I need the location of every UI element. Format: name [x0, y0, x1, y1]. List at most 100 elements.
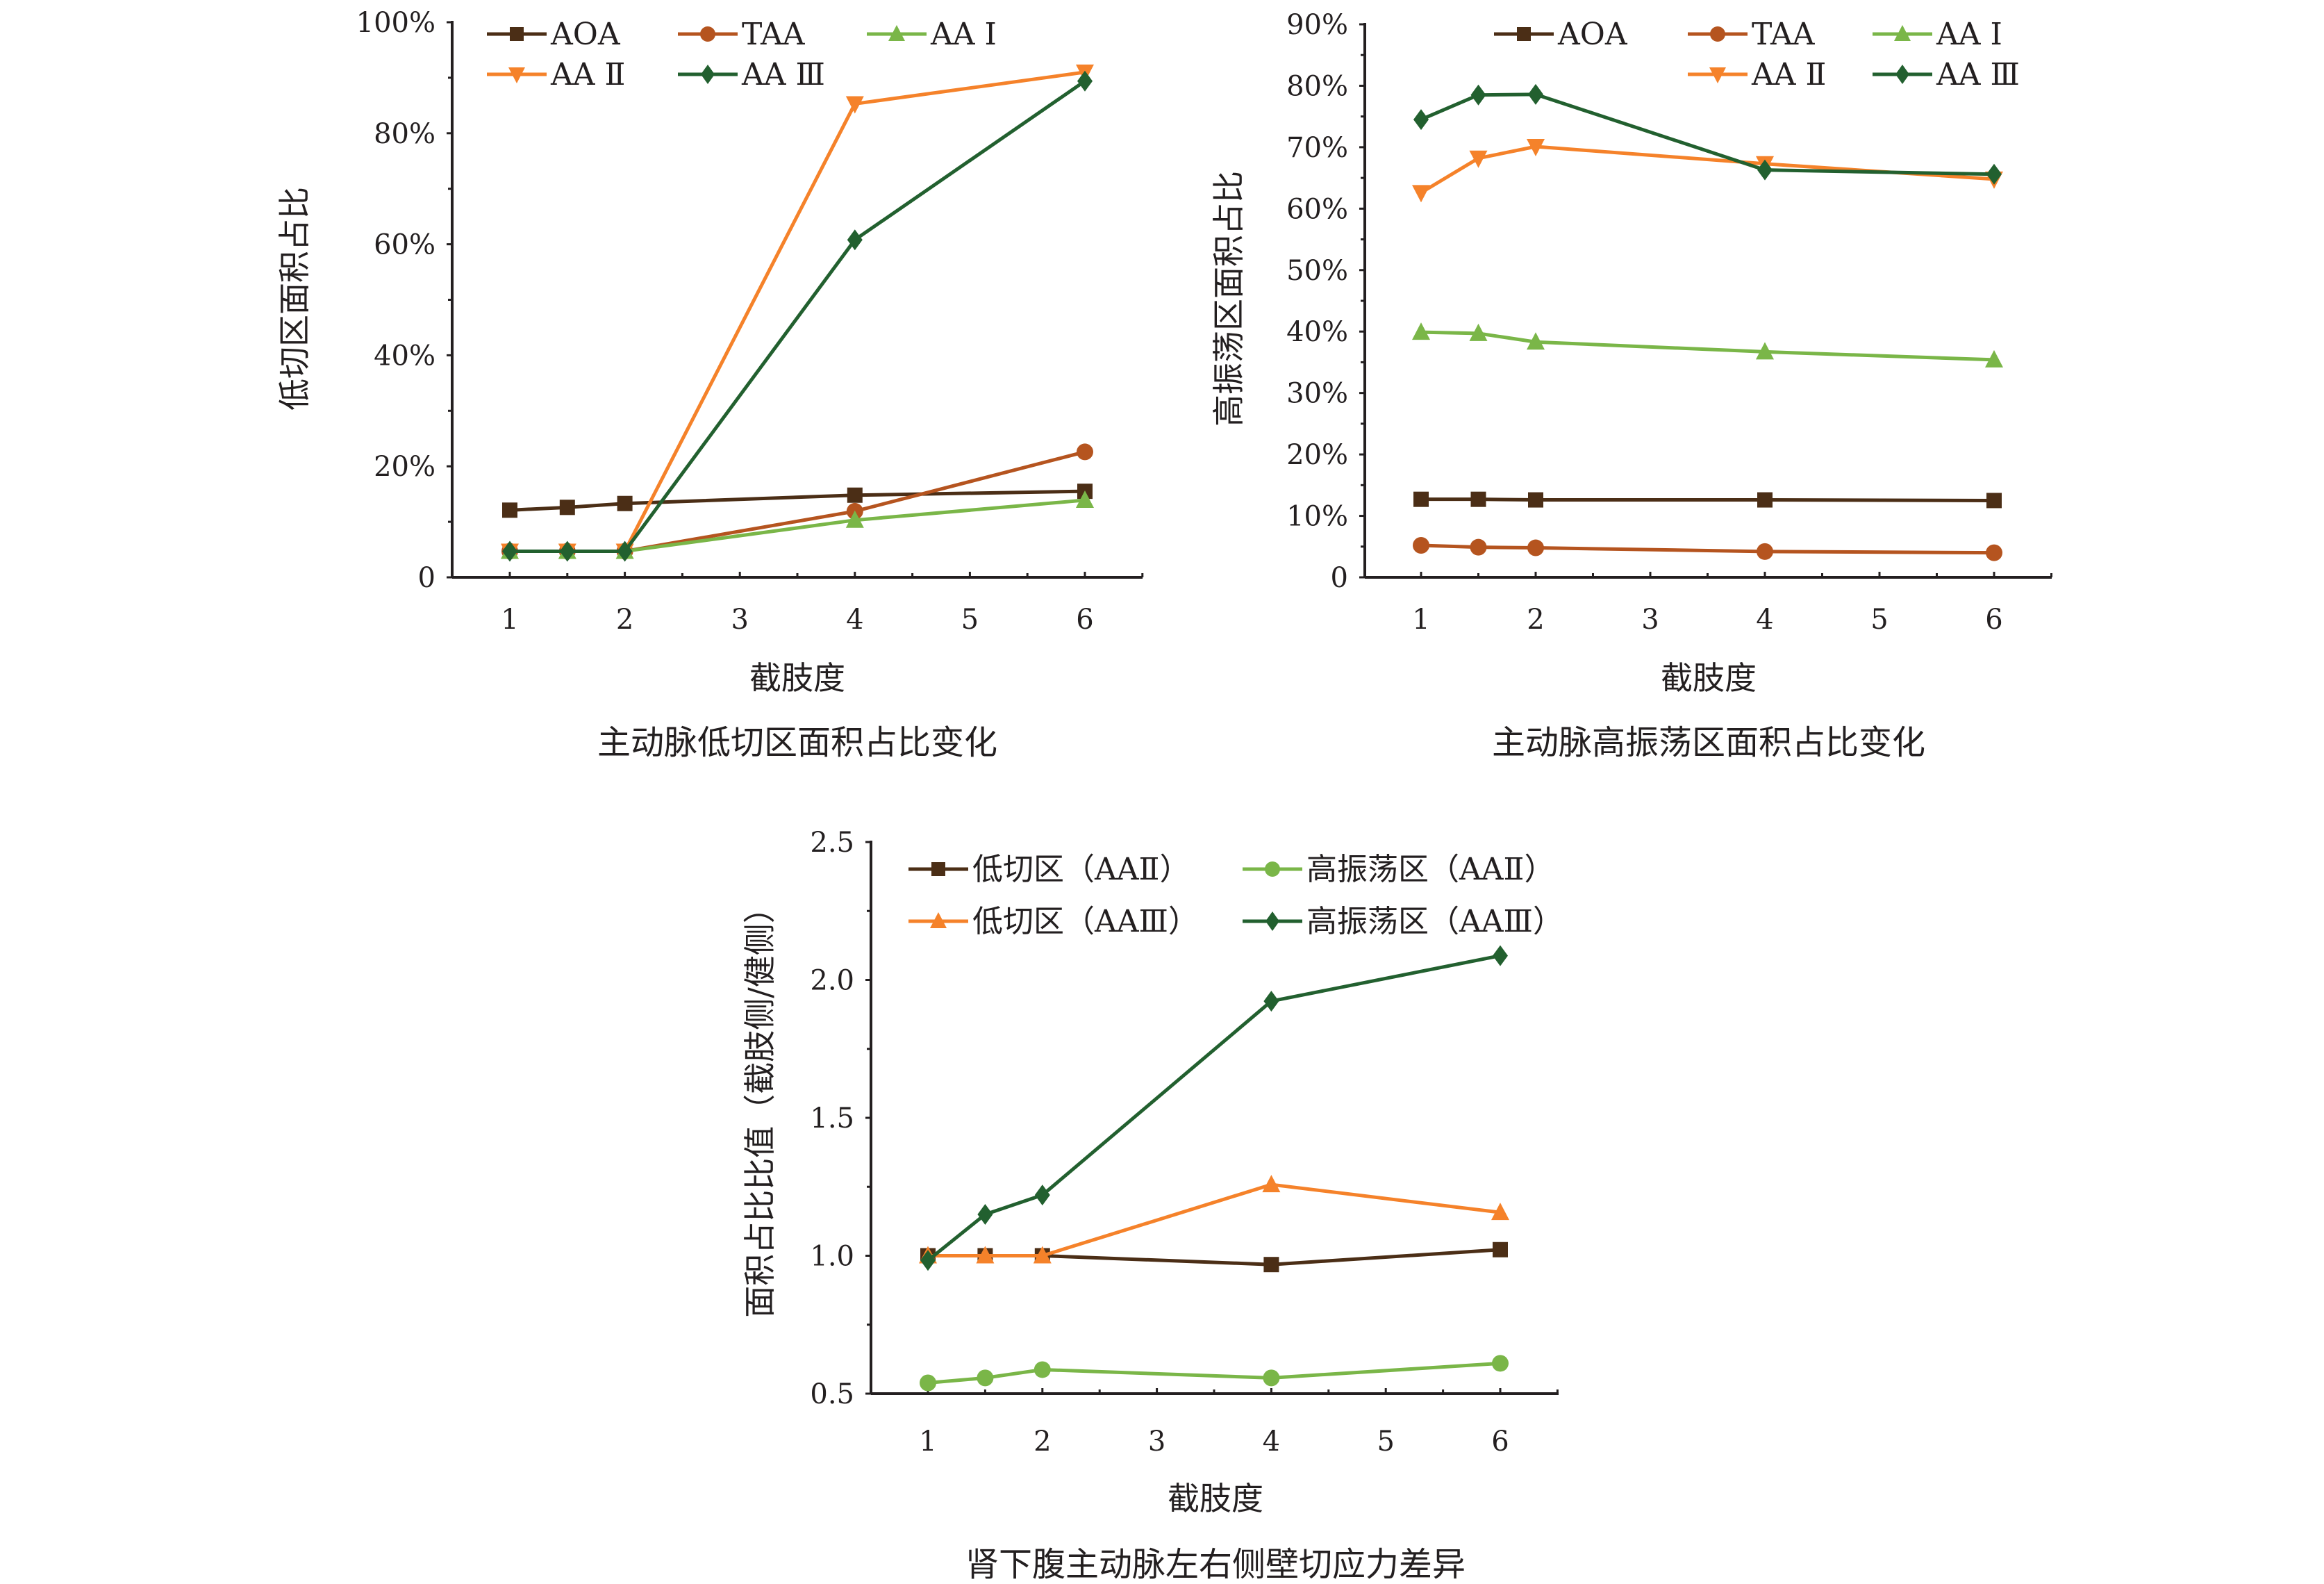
legend-entry: 高振荡区（AAⅡ）	[1243, 852, 1554, 887]
circle-marker	[700, 26, 715, 42]
circle-marker	[1710, 26, 1725, 42]
diamond-marker	[1265, 911, 1279, 931]
diamond-marker	[1263, 991, 1279, 1012]
legend-entry: TAA	[678, 17, 806, 52]
diamond-marker	[1413, 109, 1429, 131]
triangle-up-marker	[1076, 490, 1094, 508]
diamond-marker	[559, 541, 575, 562]
legend-label: 高振荡区（AAⅡ）	[1306, 852, 1554, 887]
square-marker	[510, 27, 524, 41]
diamond-marker	[1493, 945, 1508, 966]
series-line	[1420, 145, 1995, 195]
series-line	[927, 1361, 1501, 1385]
legend-entry: 低切区（AAⅢ）	[908, 904, 1199, 939]
legend-label: AOA	[1557, 17, 1628, 52]
legend-entry: 低切区（AAⅡ）	[908, 852, 1190, 887]
series-1	[1413, 491, 2002, 509]
diamond-marker	[1895, 65, 1909, 84]
legend-entry: TAA	[1688, 17, 1816, 52]
x-tick-label: 4	[1263, 1426, 1280, 1458]
series-3	[1412, 322, 2003, 368]
y-tick-label: 0.5	[810, 1378, 854, 1410]
square-marker	[931, 862, 945, 876]
series-3	[501, 490, 1094, 559]
x-tick-label: 3	[1641, 604, 1659, 636]
legend-entry: AA Ⅱ	[487, 57, 625, 92]
diamond-marker	[920, 1250, 936, 1271]
y-tick-label: 20%	[374, 451, 435, 483]
chart-low-shear-area: 低切区面积占比 截肢度 主动脉低切区面积占比变化 0 20% 40% 60% 80% 10…	[276, 7, 1144, 762]
x-tick-label: 2	[616, 604, 633, 636]
legend-entry: AA Ⅲ	[1873, 57, 2020, 92]
square-marker	[1528, 492, 1543, 508]
diamond-marker	[1757, 159, 1773, 181]
triangle-up-marker	[1985, 349, 2003, 368]
y-tick-label: 80%	[374, 118, 435, 150]
x-tick-label: 6	[1985, 604, 2002, 636]
series-line	[927, 954, 1501, 1262]
legend-label: AA Ⅰ	[1936, 17, 2002, 52]
series-line	[928, 1182, 1501, 1257]
y-tick-label: 2.0	[810, 965, 854, 997]
x-tick-label: 4	[1756, 604, 1773, 636]
triangle-down-marker	[1527, 139, 1545, 157]
x-tick-label: 4	[846, 604, 863, 636]
legend-label: AOA	[550, 17, 621, 52]
x-axis-label: 截肢度	[749, 659, 845, 697]
y-tick-label: 40%	[374, 340, 435, 372]
circle-marker	[1527, 539, 1544, 556]
y-axis-label: 低切区面积占比	[276, 187, 313, 411]
y-tick-label: 20%	[1286, 439, 1348, 471]
y-tick-label: 90%	[1286, 9, 1348, 41]
triangle-up-marker	[845, 510, 864, 528]
triangle-up-marker	[1894, 25, 1911, 41]
y-tick-label: 100%	[356, 7, 435, 39]
chart-left-right-ratio: 面积占比比值（截肢侧/健侧） 截肢度 肾下腹主动脉左右侧壁切应力差异 0.5 1.…	[741, 827, 1563, 1584]
legend-label: TAA	[1752, 17, 1816, 52]
x-tick-label: 2	[1527, 604, 1544, 636]
circle-marker	[1265, 861, 1280, 877]
square-marker	[1493, 1241, 1508, 1257]
diamond-marker	[1470, 84, 1486, 106]
x-tick-label: 5	[1870, 604, 1888, 636]
series-line	[1420, 330, 1995, 362]
y-axis-label: 面积占比比值（截肢侧/健侧）	[741, 891, 779, 1318]
x-tick-label: 5	[961, 604, 979, 636]
triangle-up-marker	[1033, 1246, 1052, 1264]
triangle-down-marker	[1709, 67, 1726, 83]
circle-marker	[977, 1369, 994, 1387]
legend-label: AA Ⅱ	[550, 57, 625, 92]
y-tick-label: 0	[1331, 562, 1348, 594]
diamond-marker	[1528, 83, 1543, 105]
y-tick-label: 40%	[1286, 316, 1348, 348]
circle-marker	[1470, 538, 1487, 556]
x-tick-label: 3	[731, 604, 748, 636]
series-line	[1420, 543, 1995, 555]
chart-title: 肾下腹主动脉左右侧壁切应力差异	[965, 1545, 1466, 1584]
x-axis-label: 截肢度	[1168, 1480, 1263, 1517]
circle-marker	[1757, 543, 1773, 560]
series-2	[920, 1355, 1509, 1392]
square-marker	[847, 487, 863, 503]
triangle-up-marker	[1262, 1175, 1281, 1193]
triangle-up-marker	[1756, 342, 1774, 360]
triangle-up-marker	[930, 912, 947, 928]
circle-marker	[1986, 544, 2002, 561]
series-line	[510, 79, 1086, 553]
y-axis-label: 高振荡区面积占比	[1210, 171, 1247, 427]
x-tick-label: 1	[501, 604, 518, 636]
series-4	[920, 945, 1508, 1271]
chart-title: 主动脉高振荡区面积占比变化	[1492, 723, 1925, 762]
square-marker	[502, 502, 517, 518]
diamond-marker	[617, 541, 633, 562]
y-tick-label: 60%	[1286, 193, 1348, 225]
series-line	[1421, 497, 1995, 502]
y-tick-label: 0	[418, 562, 435, 594]
triangle-up-marker	[1527, 332, 1545, 350]
legend-entry: AA Ⅱ	[1688, 57, 1826, 92]
series-2	[501, 443, 1093, 560]
series-4	[1412, 139, 2003, 203]
legend-label: 低切区（AAⅢ）	[972, 904, 1199, 939]
triangle-up-marker	[888, 25, 905, 41]
